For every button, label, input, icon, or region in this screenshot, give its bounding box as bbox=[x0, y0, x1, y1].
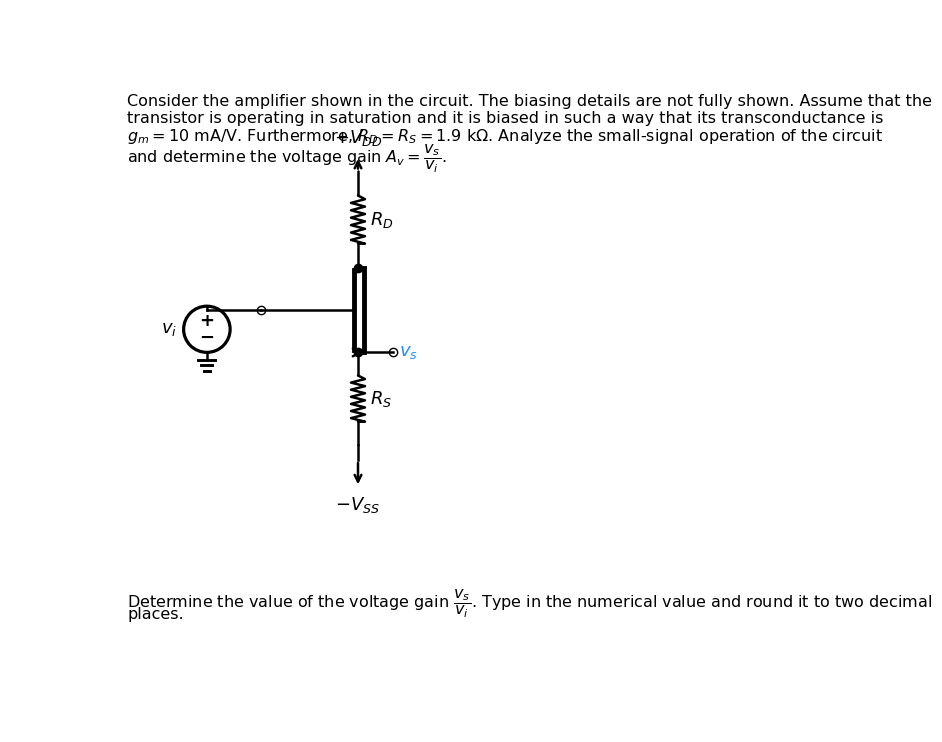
Text: transistor is operating in saturation and it is biased in such a way that its tr: transistor is operating in saturation an… bbox=[127, 111, 884, 125]
Text: $R_S$: $R_S$ bbox=[370, 389, 393, 409]
Text: −: − bbox=[200, 329, 215, 347]
Text: and determine the voltage gain $A_v = \dfrac{v_s}{v_i}$.: and determine the voltage gain $A_v = \d… bbox=[127, 143, 447, 175]
Text: places.: places. bbox=[127, 607, 184, 623]
Text: $v_s$: $v_s$ bbox=[399, 344, 418, 361]
Text: Consider the amplifier shown in the circuit. The biasing details are not fully s: Consider the amplifier shown in the circ… bbox=[127, 94, 932, 109]
Text: $-V_{SS}$: $-V_{SS}$ bbox=[335, 495, 381, 515]
Text: $g_m = 10\ \mathrm{mA/V}$. Furthermore, $R_D = R_S = 1.9\ \mathrm{k\Omega}$. Ana: $g_m = 10\ \mathrm{mA/V}$. Furthermore, … bbox=[127, 127, 883, 145]
Text: Determine the value of the voltage gain $\dfrac{v_s}{v_i}$. Type in the numerica: Determine the value of the voltage gain … bbox=[127, 587, 933, 620]
Text: +: + bbox=[200, 312, 215, 330]
Text: $v_i$: $v_i$ bbox=[161, 321, 177, 338]
Text: $+V_{DD}$: $+V_{DD}$ bbox=[333, 128, 382, 148]
Text: $R_D$: $R_D$ bbox=[370, 209, 394, 229]
